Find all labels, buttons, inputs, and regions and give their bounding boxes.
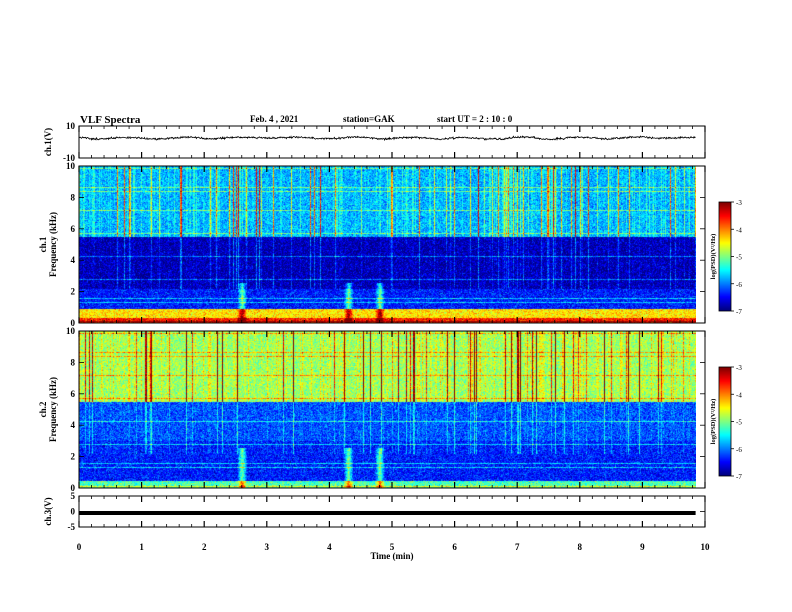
colorbar-tick-label: -4 bbox=[736, 391, 742, 399]
ch1_spectrogram-heatmap bbox=[79, 166, 696, 323]
y-tick-label: 2 bbox=[71, 452, 76, 462]
colorbar-label: log(PSD)(V²/Hz) bbox=[710, 399, 717, 445]
y-tick-label: 5 bbox=[71, 491, 76, 501]
y-tick-label: 6 bbox=[71, 224, 76, 234]
x-tick-label: 2 bbox=[202, 542, 207, 552]
colorbar-tick-label: -6 bbox=[736, 281, 742, 289]
y-tick-label: 0 bbox=[71, 318, 76, 328]
y-tick-label: -10 bbox=[63, 153, 75, 163]
colorbar-label: log(PSD)(V²/Hz) bbox=[710, 234, 717, 280]
x-tick-label: 4 bbox=[327, 542, 332, 552]
y-tick-label: 10 bbox=[66, 161, 76, 171]
y-tick-label: -5 bbox=[68, 522, 76, 532]
x-tick-label: 9 bbox=[640, 542, 645, 552]
colorbar-tick-label: -3 bbox=[736, 199, 742, 207]
plot-title: VLF Spectra bbox=[80, 114, 141, 126]
y-axis-label: Frequency (kHz) bbox=[48, 212, 58, 277]
x-tick-label: 7 bbox=[515, 542, 520, 552]
y-axis-label: ch.3(V) bbox=[43, 497, 53, 525]
y-tick-label: 10 bbox=[66, 121, 76, 131]
station-label: station=GAK bbox=[343, 114, 395, 124]
y-axis-label: ch.1 bbox=[38, 236, 48, 252]
ch2_spectrogram-colorbar bbox=[719, 367, 731, 476]
colorbar-tick-label: -5 bbox=[736, 254, 742, 262]
colorbar-tick-label: -7 bbox=[736, 308, 742, 316]
y-tick-label: 4 bbox=[71, 420, 76, 430]
colorbar-tick-label: -3 bbox=[736, 364, 742, 372]
y-tick-label: 4 bbox=[71, 255, 76, 265]
y-tick-label: 8 bbox=[71, 357, 76, 367]
y-tick-label: 2 bbox=[71, 287, 76, 297]
x-tick-label: 5 bbox=[390, 542, 395, 552]
y-tick-label: 0 bbox=[71, 507, 76, 517]
x-tick-label: 8 bbox=[578, 542, 583, 552]
date-label: Feb. 4 , 2021 bbox=[250, 114, 299, 124]
colorbar-tick-label: -5 bbox=[736, 419, 742, 427]
x-tick-label: 0 bbox=[77, 542, 82, 552]
y-axis-label: ch.2 bbox=[38, 401, 48, 417]
start-time-label: start UT = 2 : 10 : 0 bbox=[437, 114, 513, 124]
colorbar-tick-label: -7 bbox=[736, 473, 742, 481]
y-tick-label: 8 bbox=[71, 192, 76, 202]
ch1_spectrogram-colorbar bbox=[719, 202, 731, 311]
x-tick-label: 3 bbox=[265, 542, 270, 552]
colorbar-tick-label: -6 bbox=[736, 446, 742, 454]
x-tick-label: 1 bbox=[139, 542, 144, 552]
x-axis-label: Time (min) bbox=[370, 551, 413, 561]
y-tick-label: 0 bbox=[71, 483, 76, 493]
y-tick-label: 10 bbox=[66, 326, 76, 336]
x-tick-label: 10 bbox=[701, 542, 711, 552]
colorbar-tick-label: -4 bbox=[736, 226, 742, 234]
ch2_spectrogram-heatmap bbox=[79, 331, 696, 488]
y-axis-label: ch.1(V) bbox=[43, 128, 53, 156]
y-tick-label: 6 bbox=[71, 389, 76, 399]
x-tick-label: 6 bbox=[452, 542, 457, 552]
y-axis-label: Frequency (kHz) bbox=[48, 377, 58, 442]
ch1-waveform-line bbox=[78, 135, 696, 142]
